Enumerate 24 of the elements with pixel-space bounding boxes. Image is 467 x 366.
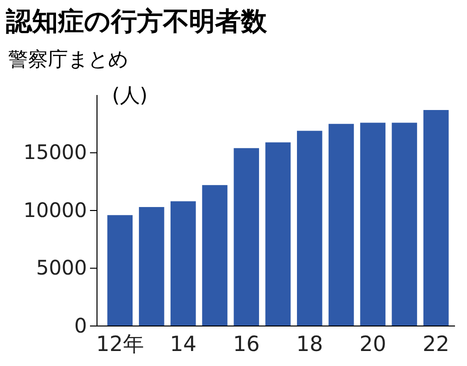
bar bbox=[138, 207, 164, 326]
bar bbox=[265, 142, 291, 326]
bar bbox=[360, 122, 386, 326]
bar bbox=[423, 110, 449, 326]
chart-title: 認知症の行方不明者数 bbox=[5, 7, 268, 37]
bar bbox=[392, 122, 418, 326]
y-tick-label: 15000 bbox=[23, 140, 87, 164]
bar bbox=[170, 201, 196, 326]
x-tick-label: 14 bbox=[170, 332, 197, 356]
x-tick-label: 18 bbox=[296, 332, 323, 356]
x-tick-label: 12年 bbox=[96, 332, 144, 356]
y-tick-label: 10000 bbox=[23, 198, 87, 222]
bar bbox=[234, 148, 260, 326]
y-tick-label: 5000 bbox=[36, 256, 87, 280]
x-tick-label: 20 bbox=[359, 332, 386, 356]
bar bbox=[296, 130, 322, 326]
bar bbox=[202, 185, 228, 326]
y-axis-title: (人) bbox=[112, 83, 148, 107]
y-tick-label: 0 bbox=[74, 313, 87, 338]
x-tick-label: 16 bbox=[233, 332, 260, 356]
chart-subtitle: 警察庁まとめ bbox=[8, 47, 128, 71]
x-tick-label: 22 bbox=[422, 332, 450, 356]
bar bbox=[328, 124, 354, 326]
bar bbox=[107, 215, 133, 326]
